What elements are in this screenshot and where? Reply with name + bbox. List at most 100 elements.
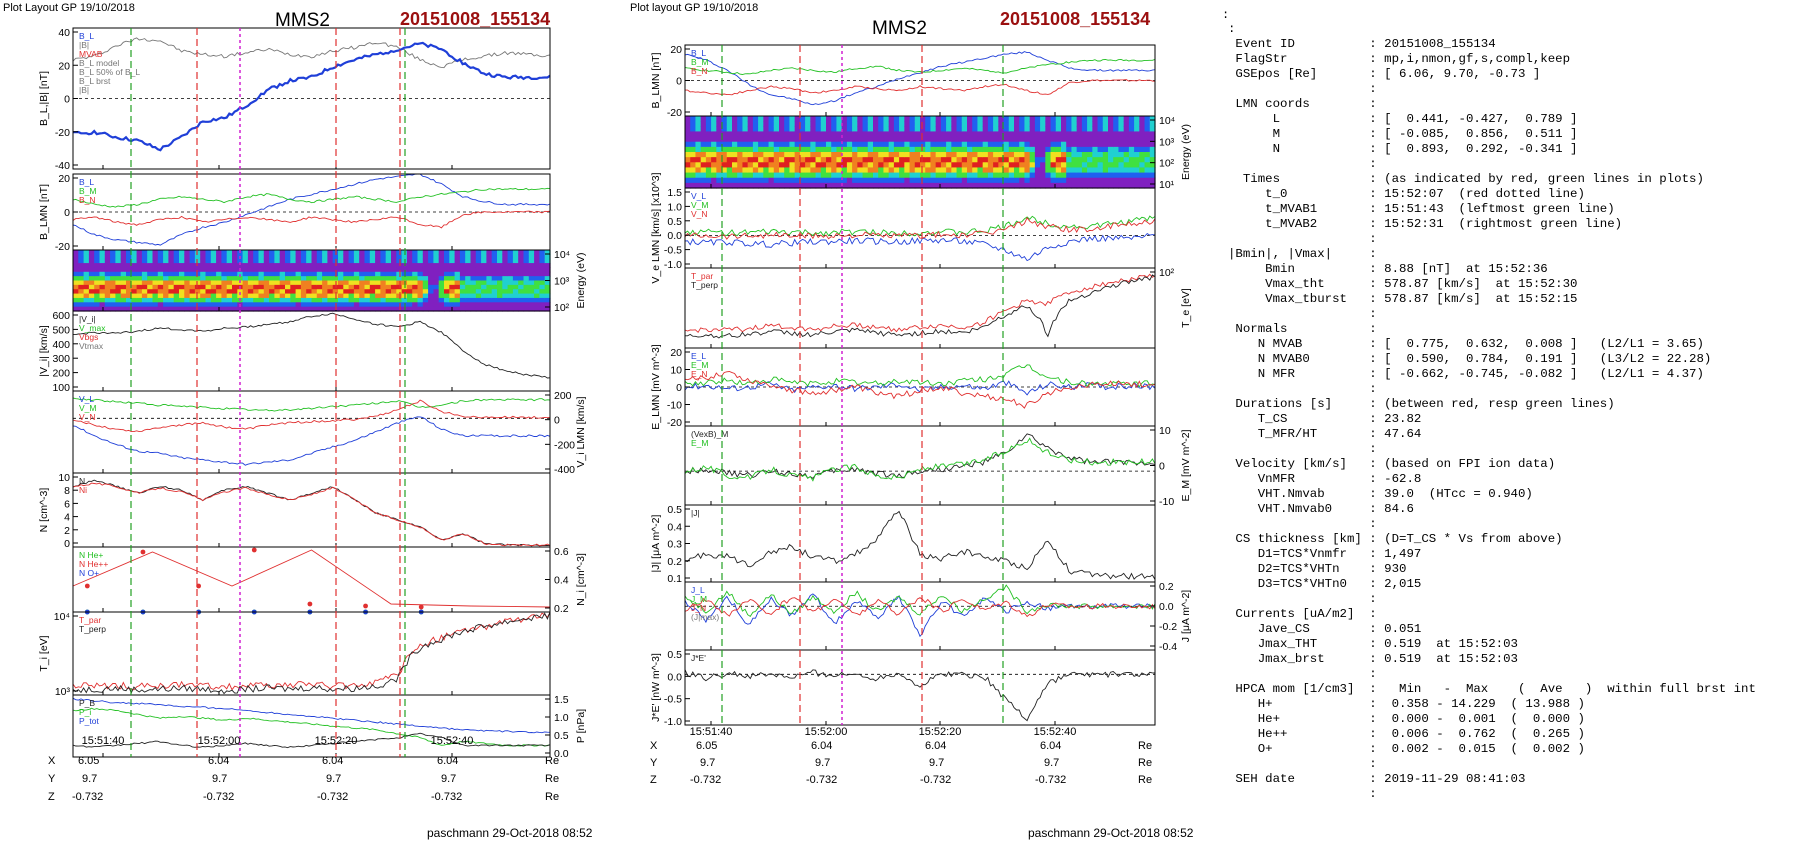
legend-entry: |B|	[79, 85, 89, 95]
spectrogram-cell	[168, 267, 175, 273]
spectrogram-cell	[820, 172, 827, 179]
spectrogram-cell	[438, 280, 445, 286]
spectrogram-cell	[763, 141, 770, 148]
spectrogram-cell	[784, 121, 791, 127]
spectrogram-cell	[465, 293, 472, 299]
spectrogram-cell	[904, 116, 911, 122]
spectrogram-cell	[1061, 121, 1067, 127]
spectrogram-cell	[88, 306, 95, 312]
spectrogram-cell	[951, 141, 958, 148]
spectrogram-cell	[380, 263, 387, 269]
spectrogram-cell	[914, 162, 921, 169]
spectrogram-cell	[883, 172, 890, 179]
spectrogram-cell	[773, 162, 780, 169]
spectrogram-cell	[940, 126, 947, 133]
spectrogram-cell	[695, 121, 702, 127]
spectrogram-cell	[737, 141, 744, 148]
spectrogram-cell	[163, 302, 169, 308]
spectrogram-cell	[805, 182, 811, 189]
spectrogram-cell	[401, 297, 408, 303]
spectrogram-cell	[1003, 121, 1010, 127]
spectrogram-cell	[752, 152, 759, 158]
spectrogram-cell	[147, 280, 154, 286]
spectrogram-cell	[1128, 177, 1135, 184]
spectrogram-cell	[136, 302, 143, 308]
spectrogram-cell	[422, 271, 429, 277]
spectrogram-cell	[888, 126, 895, 133]
spectrogram-cell	[179, 263, 185, 269]
spectrogram-cell	[1055, 146, 1062, 153]
spectrogram-cell	[316, 263, 323, 269]
spectrogram-cell	[465, 297, 472, 303]
spectrogram-cell	[909, 177, 916, 184]
spectrogram-cell	[726, 121, 733, 127]
spectrogram-cell	[285, 276, 291, 282]
spectrogram-cell	[279, 263, 286, 269]
spectrogram-cell	[396, 250, 403, 255]
spectrogram-cell	[300, 302, 307, 308]
spectrogram-cell	[1087, 141, 1093, 148]
spectrogram-cell	[867, 136, 874, 143]
spectrogram-cell	[1050, 136, 1057, 143]
spectrogram-cell	[131, 271, 138, 277]
spectrogram-cell	[507, 297, 514, 303]
summary-line: :	[1228, 157, 1377, 171]
spectrogram-cell	[1071, 136, 1078, 143]
spectrogram-cell	[909, 121, 916, 127]
spectrogram-cell	[470, 254, 477, 260]
mid-pos-z-v1: -0.732	[806, 774, 838, 786]
spectrogram-cell	[1040, 182, 1046, 189]
spectrogram-cell	[1108, 152, 1114, 158]
spectrogram-cell	[1134, 177, 1140, 184]
spectrogram-cell	[465, 306, 472, 312]
spectrogram-cell	[459, 250, 466, 255]
spectrogram-cell	[444, 302, 450, 308]
left-pos-x-v1: 6.04	[208, 755, 230, 767]
spectrogram-cell	[1092, 136, 1099, 143]
summary-line: Event ID : 20151008_155134	[1228, 37, 1496, 51]
summary-line: He+ : 0.000 - 0.001 ( 0.000 )	[1228, 712, 1585, 726]
spectrogram-cell	[147, 293, 154, 299]
spectrogram-cell	[269, 280, 275, 286]
spectrogram-cell	[1113, 182, 1120, 189]
spectrogram-cell	[1118, 131, 1125, 138]
spectrogram-cell	[205, 293, 212, 299]
spectrogram-cell	[815, 131, 822, 138]
spectrogram-cell	[1092, 162, 1099, 169]
series-b-l	[72, 173, 551, 246]
spectrogram-cell	[857, 126, 864, 133]
spectrogram-cell	[78, 276, 85, 282]
spectrogram-cell	[375, 250, 381, 255]
spectrogram-cell	[316, 280, 323, 286]
spectrogram-cell	[316, 271, 323, 277]
y-tick-label: 20	[670, 347, 682, 359]
spectrogram-cell	[194, 276, 201, 282]
spectrogram-cell	[810, 126, 817, 133]
spectrogram-cell	[444, 267, 450, 273]
spectrogram-cell	[867, 146, 874, 153]
spectrogram-cell	[1024, 157, 1031, 163]
spectrogram-cell	[716, 162, 723, 169]
spectrogram-cell	[189, 306, 196, 312]
spectrogram-cell	[406, 302, 413, 308]
spectrogram-cell	[1123, 126, 1130, 133]
legend-entry: Vbgs	[79, 332, 98, 342]
spectrogram-cell	[380, 254, 387, 260]
spectrogram-cell	[711, 121, 717, 127]
spectrogram-cell	[168, 289, 175, 295]
spectrogram-cell	[904, 126, 911, 133]
spectrogram-cell	[826, 146, 832, 153]
spectrogram-cell	[444, 276, 450, 282]
spectrogram-cell	[528, 293, 535, 299]
spectrogram-cell	[716, 172, 723, 179]
spectrogram-cell	[810, 141, 817, 148]
spectrogram-cell	[1081, 136, 1088, 143]
spectrogram-cell	[899, 167, 905, 174]
spectrogram-cell	[152, 250, 159, 255]
spectrogram-cell	[226, 289, 233, 295]
spectrogram-cell	[110, 293, 116, 299]
spectrogram-cell	[263, 306, 270, 312]
spectrogram-cell	[417, 267, 424, 273]
spectrogram-cell	[742, 116, 749, 122]
